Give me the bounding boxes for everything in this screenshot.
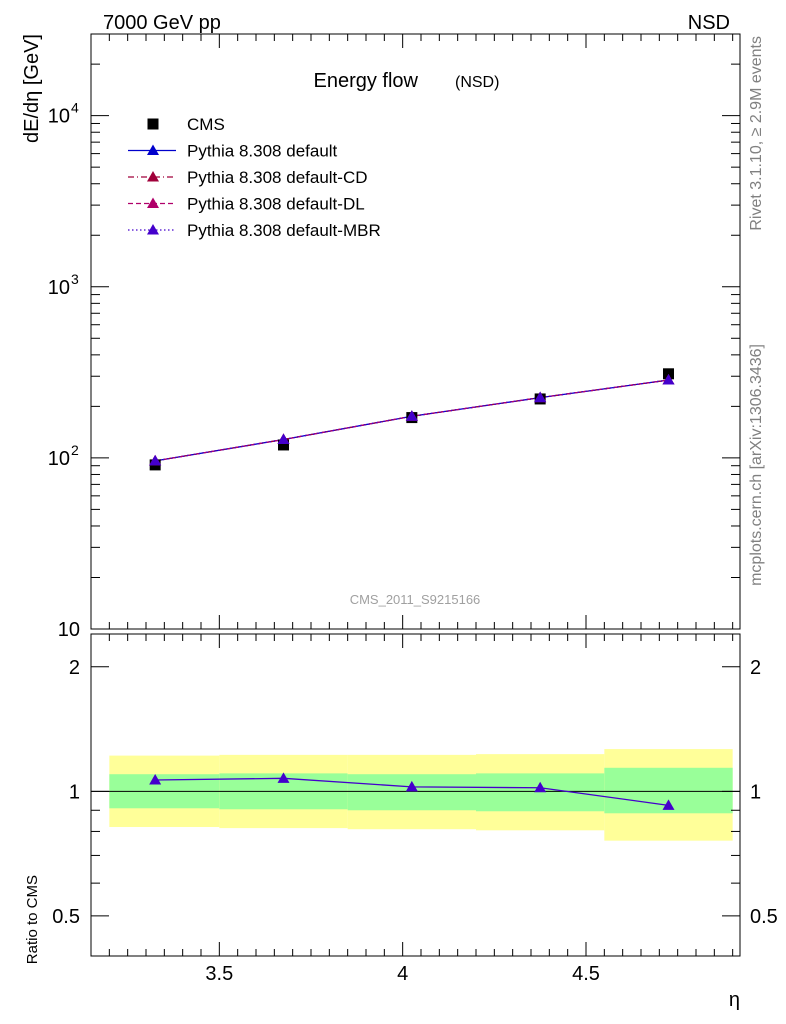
y-tick-label: 10 — [58, 619, 80, 641]
x-tick-label: 4.5 — [572, 963, 600, 985]
legend-label-0: CMS — [187, 115, 225, 134]
legend-marker-0 — [147, 118, 159, 130]
y-tick-label: 10 — [48, 277, 70, 299]
ratio-point — [662, 799, 675, 810]
legend-marker-4 — [147, 224, 159, 235]
ratio-inner-band — [476, 773, 605, 812]
ratio-panel: 3.5 4 4.5 0.5 0.5 1 1 2 2 Ratio to CMS η — [24, 633, 778, 1011]
legend-marker-1 — [147, 144, 159, 155]
legend-label-3: Pythia 8.308 default-DL — [187, 195, 365, 214]
y-tick-exponent: 4 — [71, 100, 79, 116]
ratio-point — [534, 781, 547, 793]
analysis-watermark: CMS_2011_S9215166 — [350, 592, 481, 607]
ratio-plot-content — [91, 772, 740, 810]
process-label: NSD — [688, 12, 730, 34]
main-title: Energy flow — [314, 70, 419, 92]
y-tick-label: 10 — [48, 106, 70, 128]
mc-data-point-4 — [149, 454, 162, 466]
ratio-y-tick-label-right: 1 — [750, 781, 761, 803]
ratio-y-tick-label-right: 0.5 — [750, 906, 778, 928]
energy-label: 7000 GeV pp — [103, 12, 221, 34]
mc-data-point-4 — [662, 374, 675, 385]
legend-label-2: Pythia 8.308 default-CD — [187, 168, 368, 187]
x-tick-label: 4 — [397, 963, 408, 985]
cms-data-point — [278, 439, 289, 451]
ratio-point — [405, 780, 418, 792]
main-title-suffix: (NSD) — [455, 74, 499, 91]
legend-marker-2 — [147, 171, 159, 182]
ratio-frame — [90, 633, 741, 957]
legend-label-1: Pythia 8.308 default — [187, 142, 338, 161]
mc-data-point-4 — [277, 433, 290, 445]
main-plot-content — [149, 368, 675, 471]
mc-data-point-4 — [534, 391, 547, 403]
ratio-axes: 3.5 4 4.5 0.5 0.5 1 1 2 2 — [52, 634, 778, 985]
ratio-inner-band — [347, 774, 476, 811]
ratio-y-tick-label: 1 — [69, 781, 80, 803]
ratio-y-axis-label: Ratio to CMS — [24, 875, 41, 964]
cms-data-point — [663, 368, 674, 380]
mcplots-label: mcplots.cern.ch [arXiv:1306.3436] — [748, 344, 765, 586]
ratio-y-tick-label: 2 — [69, 657, 80, 679]
y-tick-exponent: 3 — [71, 271, 79, 287]
rivet-label: Rivet 3.1.10, ≥ 2.9M events — [748, 36, 765, 231]
x-axis-label: η — [729, 989, 740, 1011]
ratio-point — [149, 774, 162, 785]
y-tick-exponent: 2 — [71, 442, 79, 458]
ratio-point — [277, 772, 290, 783]
legend-label-4: Pythia 8.308 default-MBR — [187, 221, 381, 240]
y-tick-label: 10 — [48, 448, 70, 470]
ratio-y-tick-label: 0.5 — [52, 906, 80, 928]
main-frame — [90, 33, 741, 630]
x-tick-label: 3.5 — [205, 963, 233, 985]
main-y-axis-label: dE/dη [GeV] — [21, 34, 43, 143]
legend: CMS Pythia 8.308 default Pythia 8.308 defa… — [128, 115, 381, 240]
ratio-bands — [109, 749, 733, 841]
legend-marker-3 — [147, 197, 159, 208]
mc-data-point-4 — [405, 410, 418, 421]
ratio-y-tick-label-right: 2 — [750, 657, 761, 679]
